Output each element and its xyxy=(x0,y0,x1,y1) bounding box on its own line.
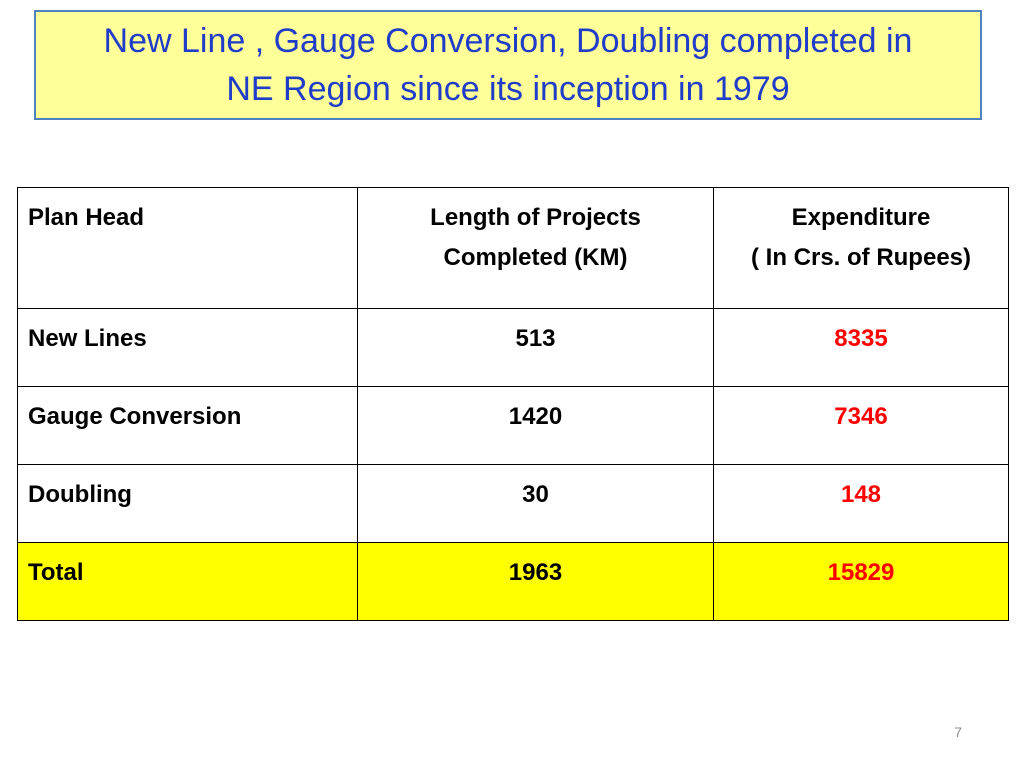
total-expenditure-cell: 15829 xyxy=(713,542,1009,621)
slide-title: New Line , Gauge Conversion, Doubling co… xyxy=(94,17,923,113)
header-expenditure: Expenditure ( In Crs. of Rupees) xyxy=(713,187,1009,309)
header-length: Length of Projects Completed (KM) xyxy=(357,187,714,309)
header-length-line-1: Length of Projects xyxy=(430,204,641,231)
header-plan-head: Plan Head xyxy=(17,187,358,309)
total-length-cell: 1963 xyxy=(357,542,714,621)
plan-head-cell: Gauge Conversion xyxy=(17,386,358,465)
table-row: New Lines 513 8335 xyxy=(17,308,1009,387)
header-expenditure-line-2: ( In Crs. of Rupees) xyxy=(750,244,972,271)
title-line-1: New Line , Gauge Conversion, Doubling co… xyxy=(103,22,913,60)
plan-head-cell: New Lines xyxy=(17,308,358,387)
header-plan-head-label: Plan Head xyxy=(28,204,145,231)
length-cell: 513 xyxy=(357,308,714,387)
total-row: Total 1963 15829 xyxy=(17,542,1009,621)
expenditure-cell: 8335 xyxy=(713,308,1009,387)
length-cell: 1420 xyxy=(357,386,714,465)
header-length-line-2: Completed (KM) xyxy=(443,244,628,271)
table-header-row: Plan Head Length of Projects Completed (… xyxy=(17,187,1009,309)
page-number: 7 xyxy=(954,724,962,740)
total-label-cell: Total xyxy=(17,542,358,621)
projects-table: Plan Head Length of Projects Completed (… xyxy=(17,187,1009,621)
expenditure-cell: 7346 xyxy=(713,386,1009,465)
expenditure-cell: 148 xyxy=(713,464,1009,543)
plan-head-cell: Doubling xyxy=(17,464,358,543)
length-cell: 30 xyxy=(357,464,714,543)
table-row: Gauge Conversion 1420 7346 xyxy=(17,386,1009,465)
table-row: Doubling 30 148 xyxy=(17,464,1009,543)
header-expenditure-line-1: Expenditure xyxy=(791,204,931,231)
title-box: New Line , Gauge Conversion, Doubling co… xyxy=(34,10,982,120)
title-line-2: NE Region since its inception in 1979 xyxy=(226,70,790,108)
